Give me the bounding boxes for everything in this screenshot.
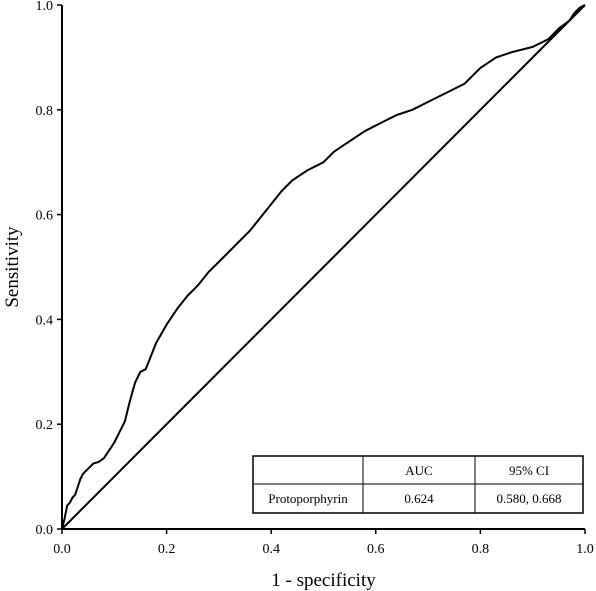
- table-cell-label: Protoporphyrin: [268, 491, 348, 506]
- roc-curve-line: [61, 4, 586, 530]
- x-tick-label: 0.4: [262, 542, 280, 557]
- table-cell-auc: 0.624: [404, 491, 434, 506]
- table-header-ci: 95% CI: [509, 463, 549, 478]
- axes: [61, 5, 585, 530]
- table-cell-ci: 0.580, 0.668: [497, 491, 562, 506]
- x-tick-label: 0.8: [472, 542, 490, 557]
- reference-line: [61, 4, 586, 530]
- y-tick-label: 0.0: [36, 523, 54, 538]
- table-header-auc: AUC: [405, 463, 432, 478]
- x-tick-label: 1.0: [576, 542, 594, 557]
- x-tick-label: 0.6: [367, 542, 385, 557]
- roc-curve: [61, 4, 586, 530]
- y-tick-label: 0.2: [36, 418, 54, 433]
- y-axis-title: Sensitivity: [2, 226, 23, 308]
- x-tick-label: 0.2: [158, 542, 176, 557]
- x-tick-label: 0.0: [53, 542, 71, 557]
- reference-diagonal: [61, 4, 586, 530]
- y-tick-label: 1.0: [36, 0, 54, 14]
- y-tick-label: 0.4: [36, 313, 54, 328]
- y-tick-label: 0.8: [36, 104, 54, 119]
- auc-table: AUC 95% CI Protoporphyrin 0.624 0.580, 0…: [252, 455, 584, 514]
- y-tick-label: 0.6: [36, 209, 54, 224]
- tick-labels: 0.0 0.2 0.4 0.6 0.8 1.0 0.0 0.2 0.4 0.6 0.8 1.0: [36, 0, 594, 557]
- x-axis-title: 1 - specificity: [271, 570, 376, 591]
